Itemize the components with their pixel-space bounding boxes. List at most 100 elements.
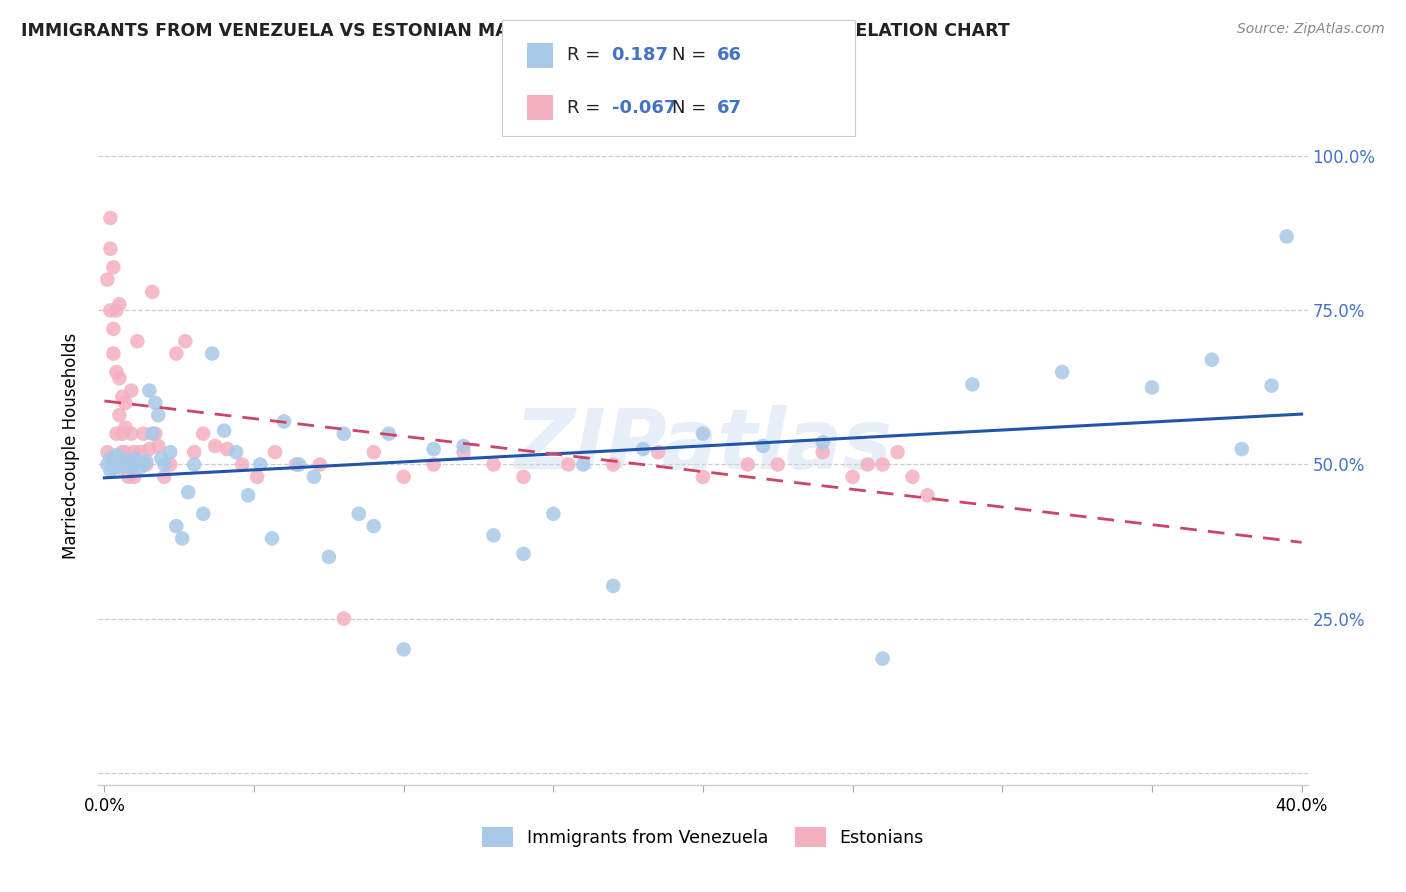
Point (273, 414, 295, 428)
Point (165, 519, 187, 533)
Point (148, 439, 170, 453)
Point (111, 445, 134, 459)
Point (512, 547, 534, 561)
Point (111, 458, 134, 472)
Point (129, 445, 152, 459)
Point (318, 549, 340, 564)
Point (159, 445, 181, 459)
Point (453, 439, 475, 453)
Point (737, 458, 759, 472)
Point (103, 346, 125, 360)
Point (127, 334, 149, 349)
Point (114, 445, 136, 459)
Point (901, 470, 924, 484)
Text: N =: N = (672, 99, 711, 117)
Point (204, 439, 226, 453)
Point (117, 458, 139, 472)
Point (105, 426, 128, 441)
Point (377, 426, 399, 441)
Point (100, 211, 122, 225)
Point (138, 442, 160, 456)
Point (962, 377, 984, 392)
Point (108, 297, 131, 311)
Point (124, 470, 146, 484)
Legend: Immigrants from Venezuela, Estonians: Immigrants from Venezuela, Estonians (475, 821, 931, 855)
Text: N =: N = (672, 46, 711, 64)
Point (114, 396, 136, 410)
Point (249, 458, 271, 472)
Point (811, 445, 834, 459)
Point (120, 384, 142, 398)
Point (231, 458, 253, 472)
Point (482, 528, 505, 542)
Point (692, 470, 714, 484)
Point (129, 460, 152, 475)
Point (288, 458, 311, 472)
Point (856, 458, 879, 472)
Point (422, 458, 444, 472)
Point (1275, 229, 1298, 244)
Point (117, 470, 139, 484)
Point (333, 426, 356, 441)
Point (886, 445, 908, 459)
Text: 0.187: 0.187 (612, 46, 669, 64)
Point (183, 445, 205, 459)
Point (631, 442, 654, 456)
Point (105, 458, 128, 472)
Point (557, 458, 579, 472)
Point (114, 458, 136, 473)
Point (302, 470, 325, 484)
Point (138, 384, 160, 398)
Point (1050, 365, 1073, 379)
Text: Source: ZipAtlas.com: Source: ZipAtlas.com (1237, 22, 1385, 37)
Point (100, 464, 122, 478)
Point (114, 420, 136, 434)
Point (482, 458, 505, 472)
Point (103, 460, 125, 475)
Point (124, 451, 146, 466)
Point (117, 456, 139, 470)
Point (212, 424, 235, 438)
Point (100, 303, 122, 318)
Point (512, 470, 534, 484)
Point (105, 303, 128, 318)
Point (392, 642, 415, 657)
Point (96, 445, 118, 459)
Text: ZIPatlas: ZIPatlas (515, 406, 891, 486)
Point (602, 458, 624, 472)
Point (103, 454, 125, 468)
Point (841, 470, 863, 484)
Point (1140, 380, 1163, 394)
Point (752, 439, 775, 453)
Point (108, 454, 131, 468)
Point (647, 445, 669, 459)
Point (766, 458, 789, 472)
Point (111, 451, 134, 466)
Point (120, 426, 142, 441)
Point (183, 458, 205, 472)
Point (132, 426, 155, 441)
Text: 66: 66 (717, 46, 742, 64)
Point (811, 435, 834, 450)
Point (217, 442, 239, 456)
Point (309, 458, 332, 472)
Point (96, 458, 118, 472)
Text: IMMIGRANTS FROM VENEZUELA VS ESTONIAN MARRIED-COUPLE HOUSEHOLDS CORRELATION CHAR: IMMIGRANTS FROM VENEZUELA VS ESTONIAN MA… (21, 22, 1010, 40)
Point (127, 454, 149, 468)
Point (103, 322, 125, 336)
Point (143, 396, 166, 410)
Point (153, 470, 176, 484)
Point (124, 458, 146, 472)
Point (1260, 378, 1282, 392)
Point (141, 426, 163, 441)
Point (363, 519, 385, 533)
Text: R =: R = (567, 46, 606, 64)
Point (153, 458, 176, 472)
Point (236, 488, 259, 502)
Point (105, 448, 128, 462)
Point (1230, 442, 1253, 456)
Point (1201, 352, 1223, 367)
Point (193, 507, 215, 521)
Point (333, 611, 356, 625)
Point (108, 408, 131, 422)
